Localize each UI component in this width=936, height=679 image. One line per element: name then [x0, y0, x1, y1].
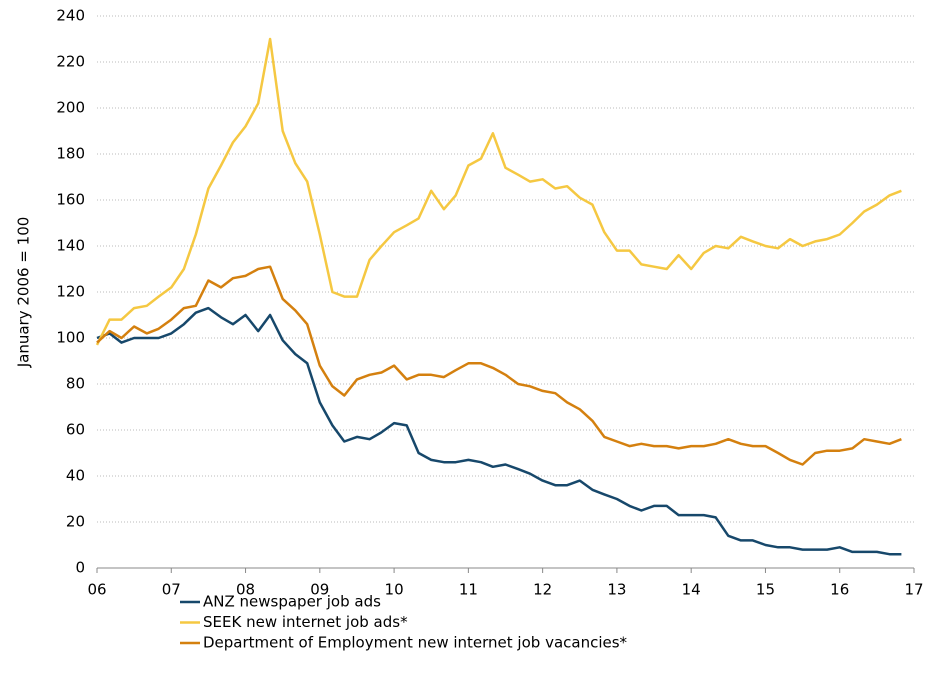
x-tick-label: 14 — [682, 581, 701, 599]
y-tick-label: 140 — [56, 237, 85, 255]
y-tick-label: 180 — [56, 145, 85, 163]
x-tick-label: 15 — [756, 581, 775, 599]
y-tick-label: 20 — [66, 513, 85, 531]
y-tick-label: 100 — [56, 329, 85, 347]
x-tick-label: 07 — [162, 581, 181, 599]
y-tick-label: 200 — [56, 99, 85, 117]
x-tick-label: 17 — [904, 581, 923, 599]
y-axis-label: January 2006 = 100 — [15, 217, 33, 369]
series-line — [96, 306, 902, 556]
y-tick-label: 0 — [75, 559, 85, 577]
y-tick-label: 240 — [56, 7, 85, 25]
y-tick-label: 80 — [66, 375, 85, 393]
x-tick-label: 16 — [830, 581, 849, 599]
x-tick-label: 11 — [459, 581, 478, 599]
y-tick-label: 40 — [66, 467, 85, 485]
x-tick-label: 10 — [385, 581, 404, 599]
legend-label: Department of Employment new internet jo… — [203, 634, 628, 652]
y-tick-label: 120 — [56, 283, 85, 301]
x-tick-label: 09 — [310, 581, 329, 599]
y-tick-label: 160 — [56, 191, 85, 209]
legend-label: SEEK new internet job ads* — [203, 613, 408, 631]
series-line — [96, 265, 902, 466]
series-line — [95, 37, 902, 346]
x-tick-label: 12 — [533, 581, 552, 599]
y-tick-label: 60 — [66, 421, 85, 439]
x-tick-label: 08 — [236, 581, 255, 599]
legend-label: ANZ newspaper job ads — [203, 593, 381, 611]
x-tick-label: 13 — [607, 581, 626, 599]
x-tick-label: 06 — [87, 581, 106, 599]
y-tick-label: 220 — [56, 53, 85, 71]
